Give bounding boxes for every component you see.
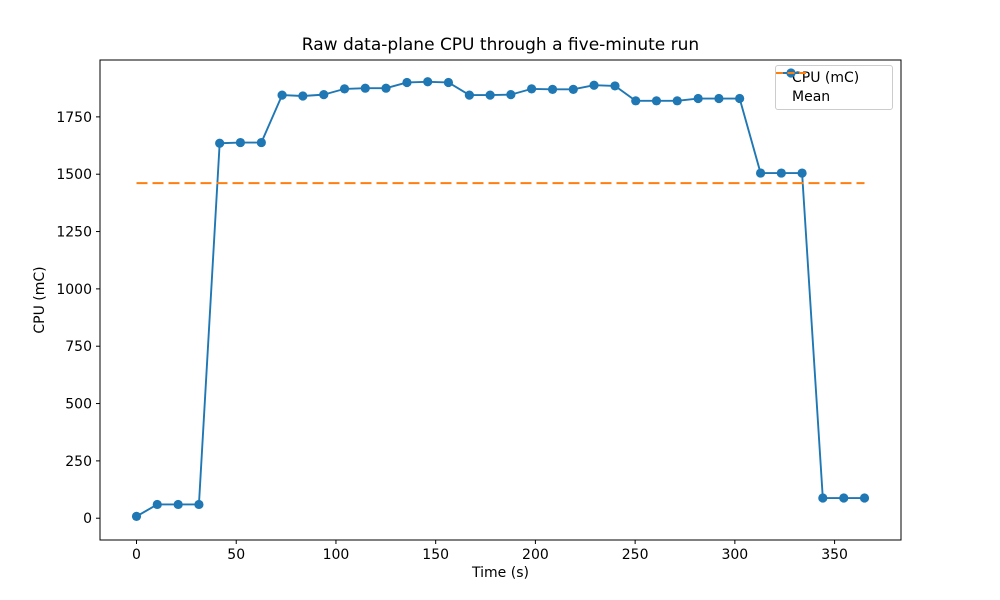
x-tick-label: 150 — [422, 547, 449, 563]
cpu-marker — [506, 90, 516, 100]
cpu-marker — [859, 493, 870, 503]
cpu-marker — [693, 93, 703, 104]
cpu-marker — [256, 137, 266, 148]
cpu-marker — [277, 90, 287, 100]
x-tick-label: 350 — [821, 547, 848, 563]
mean-line-icon — [776, 72, 806, 74]
cpu-marker — [568, 84, 578, 94]
cpu-marker — [714, 93, 724, 104]
cpu-marker — [797, 168, 807, 178]
x-axis-label: Time (s) — [472, 565, 529, 581]
cpu-marker — [298, 91, 308, 101]
cpu-marker — [360, 83, 370, 93]
cpu-marker — [339, 84, 350, 94]
y-tick-label: 1000 — [56, 282, 92, 298]
cpu-marker — [547, 84, 558, 94]
cpu-marker — [589, 80, 599, 90]
cpu-marker — [672, 96, 682, 106]
cpu-marker — [381, 83, 391, 93]
legend-mean-label: Mean — [792, 88, 831, 105]
x-tick-label: 100 — [323, 547, 350, 563]
x-tick-label: 200 — [522, 547, 549, 563]
cpu-marker — [194, 499, 204, 510]
cpu-marker — [651, 96, 662, 106]
chart-title: Raw data-plane CPU through a five-minute… — [301, 35, 700, 55]
cpu-line — [135, 80, 866, 518]
cpu-marker — [235, 137, 246, 148]
cpu-marker — [131, 511, 142, 521]
x-tick-label: 300 — [721, 547, 748, 563]
legend-cpu-label: CPU (mC) — [792, 70, 860, 87]
cpu-marker — [464, 90, 474, 100]
cpu-marker — [402, 77, 412, 88]
cpu-marker — [423, 77, 433, 87]
cpu-marker — [631, 96, 641, 106]
cpu-marker — [443, 77, 454, 88]
cpu-marker — [735, 93, 745, 104]
legend: CPU (mC) Mean — [775, 65, 893, 110]
cpu-marker — [818, 493, 828, 503]
axes-frame — [99, 59, 902, 541]
y-tick-label: 1500 — [56, 167, 92, 183]
y-tick-label: 250 — [65, 454, 92, 470]
y-tick-label: 750 — [65, 339, 92, 355]
cpu-marker — [527, 84, 537, 94]
cpu-marker — [485, 90, 495, 100]
cpu-marker — [839, 493, 849, 503]
legend-entry-mean: Mean — [776, 72, 884, 107]
y-tick-label: 500 — [65, 397, 92, 413]
cpu-marker — [173, 499, 183, 510]
x-tick-label: 50 — [227, 547, 245, 563]
cpu-marker — [776, 168, 786, 178]
y-tick-label: 0 — [83, 511, 92, 527]
y-tick-label: 1250 — [56, 225, 92, 241]
cpu-marker — [610, 81, 620, 91]
y-tick-label: 1750 — [56, 110, 92, 126]
x-tick-label: 250 — [622, 547, 649, 563]
x-tick-label: 0 — [132, 547, 141, 563]
y-axis-label: CPU (mC) — [32, 266, 48, 334]
cpu-marker — [215, 138, 225, 148]
cpu-marker — [152, 499, 162, 510]
cpu-marker — [755, 168, 766, 178]
cpu-marker — [319, 90, 329, 100]
